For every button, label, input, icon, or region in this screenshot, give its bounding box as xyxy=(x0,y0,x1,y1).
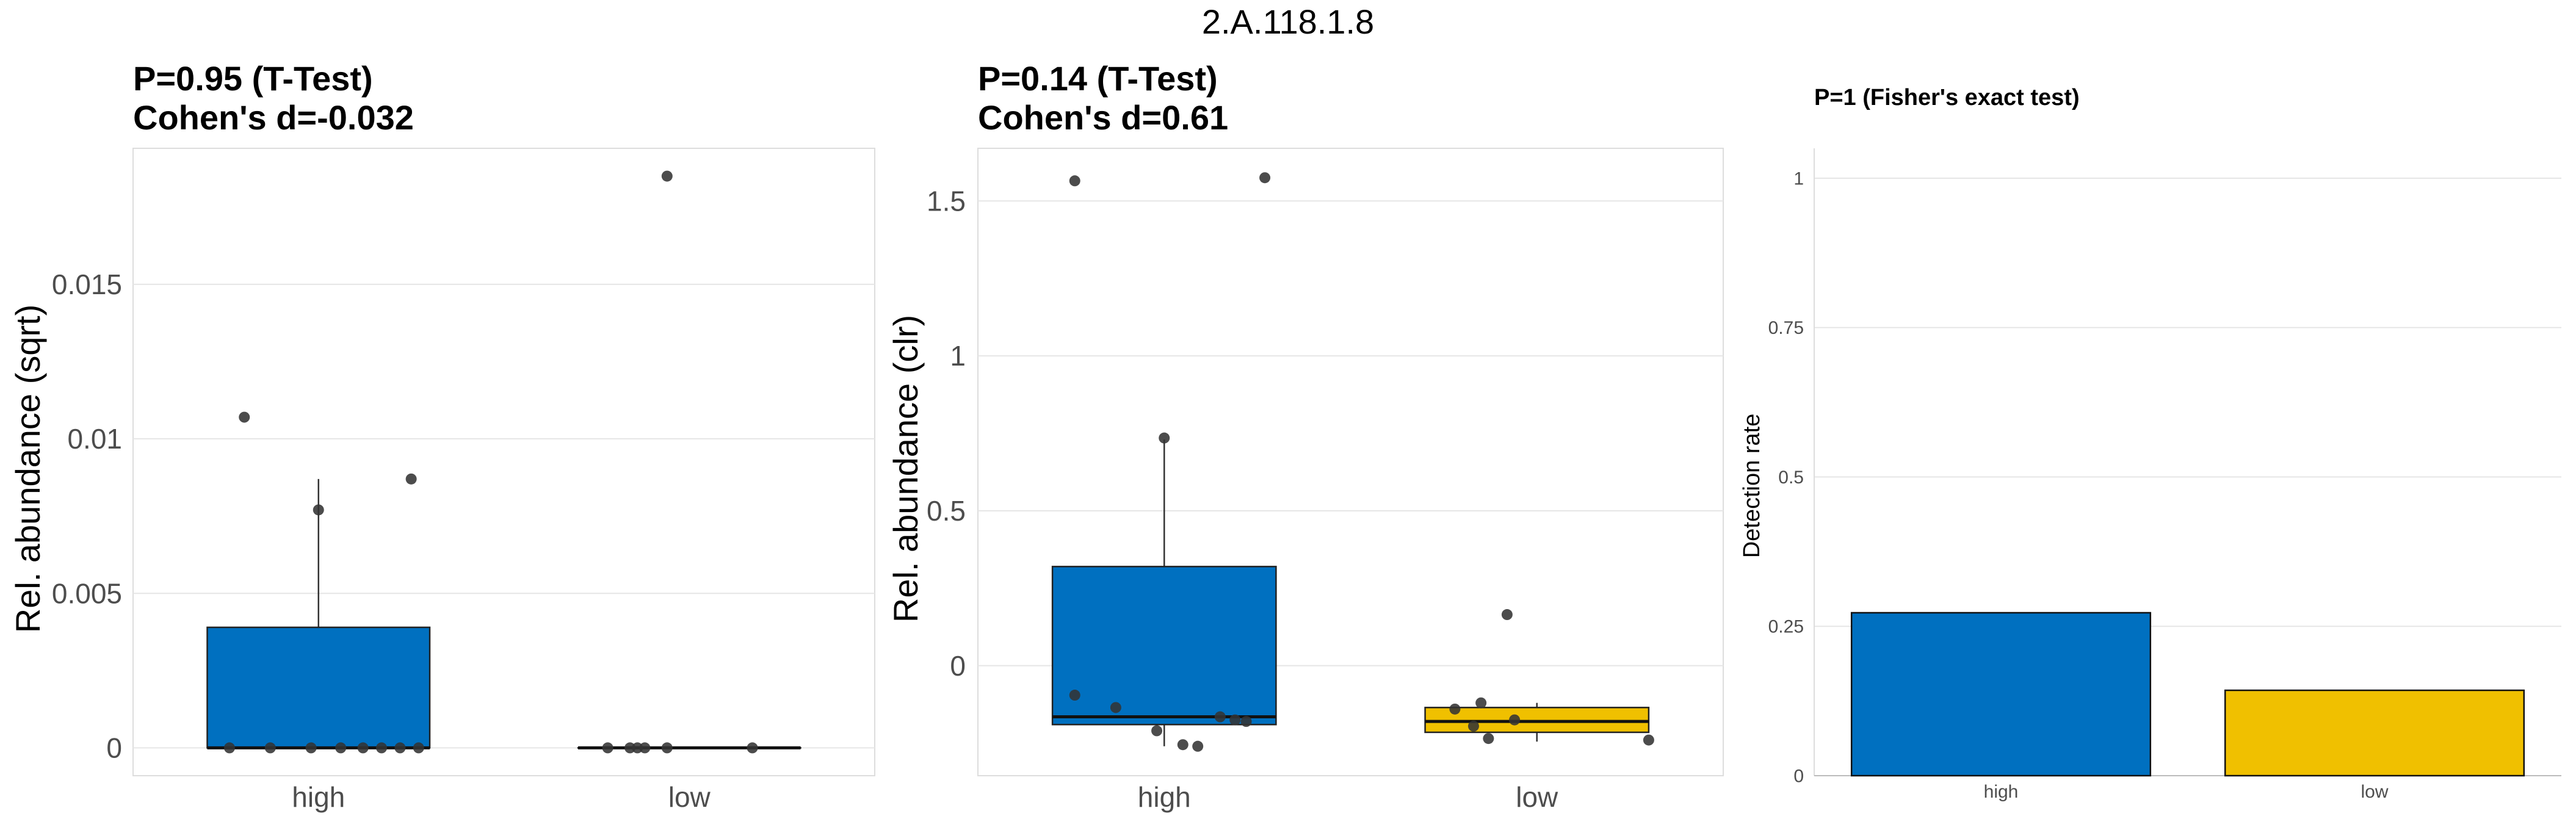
x-tick-label-high: high xyxy=(292,781,345,813)
data-point-high xyxy=(1177,739,1189,751)
panel-border xyxy=(132,148,875,776)
data-point-high xyxy=(313,504,324,516)
data-point-high xyxy=(1069,690,1080,701)
y-tick-label: 0 xyxy=(1793,767,1804,787)
x-tick-label-low: low xyxy=(1516,781,1558,813)
x-tick-label-high: high xyxy=(1984,782,2019,802)
data-point-high xyxy=(1159,432,1170,444)
y-tick-label: 1.5 xyxy=(927,185,966,217)
panel-3-y-axis-label: Detection rate xyxy=(1739,414,1765,558)
panel-1-sqrt-boxplot: P=0.95 (T-Test) Cohen's d=-0.032 Rel. ab… xyxy=(9,59,875,813)
data-point-high xyxy=(1192,740,1204,752)
data-point-high xyxy=(1069,175,1080,187)
data-point-low xyxy=(1643,734,1654,746)
panel-1-title-line1: P=0.95 (T-Test) xyxy=(133,59,373,98)
y-tick-label: 0 xyxy=(950,650,966,682)
data-point-low xyxy=(602,742,613,754)
y-tick-label: 0 xyxy=(106,732,122,764)
y-tick-label: 1 xyxy=(950,340,966,372)
panel-2-title-line2: Cohen's d=0.61 xyxy=(978,98,1228,137)
panel-3-detection-bar-chart: P=1 (Fisher's exact test) Detection rate… xyxy=(1739,85,2561,802)
y-tick-label: 0.5 xyxy=(1778,467,1804,488)
panel-1-title-line2: Cohen's d=-0.032 xyxy=(133,98,414,137)
panel-2-clr-boxplot: P=0.14 (T-Test) Cohen's d=0.61 Rel. abun… xyxy=(886,59,1724,813)
panel-2-y-axis-label: Rel. abundance (clr) xyxy=(886,315,925,622)
bar-low xyxy=(2224,689,2525,777)
data-point-high xyxy=(413,742,424,754)
x-tick-label-high: high xyxy=(1138,781,1191,813)
y-tick-label: 0.25 xyxy=(1768,617,1804,637)
y-tick-label: 0.75 xyxy=(1768,318,1804,338)
data-point-high xyxy=(1229,714,1241,726)
box-high xyxy=(1051,566,1277,726)
data-point-low xyxy=(1467,720,1479,732)
data-point-low xyxy=(1483,733,1494,745)
x-tick-label-low: low xyxy=(668,781,711,813)
panel-2-title-line1: P=0.14 (T-Test) xyxy=(978,59,1218,98)
panel-1-y-axis-label: Rel. abundance (sqrt) xyxy=(9,305,47,633)
data-point-high xyxy=(357,742,369,754)
data-point-low xyxy=(747,742,758,754)
data-point-high xyxy=(376,742,388,754)
data-point-high xyxy=(1214,711,1226,723)
panel-border xyxy=(977,148,1724,776)
data-point-high xyxy=(394,742,406,754)
y-tick-label: 0.005 xyxy=(52,577,122,609)
figure-title: 2.A.118.1.8 xyxy=(1202,2,1374,41)
y-tick-label: 1 xyxy=(1793,168,1804,189)
data-point-low xyxy=(1501,609,1513,621)
x-tick-label-low: low xyxy=(2361,782,2388,802)
data-point-high xyxy=(305,742,317,754)
box-low xyxy=(1424,707,1650,734)
data-point-low xyxy=(661,170,673,182)
data-point-low xyxy=(639,742,651,754)
data-point-high xyxy=(1151,725,1163,737)
y-tick-label: 0.015 xyxy=(52,269,122,300)
data-point-high xyxy=(335,742,347,754)
data-point-high xyxy=(1259,172,1271,184)
data-point-high xyxy=(223,742,235,754)
panel-3-title: P=1 (Fisher's exact test) xyxy=(1814,85,2080,110)
y-tick-label: 0.01 xyxy=(67,423,122,455)
data-point-high xyxy=(405,473,417,485)
box-high xyxy=(206,626,431,749)
data-point-low xyxy=(1449,703,1461,715)
y-tick-label: 0.5 xyxy=(927,495,966,527)
data-point-low xyxy=(661,742,673,754)
bar-high xyxy=(1850,612,2152,777)
data-point-high xyxy=(264,742,276,754)
data-point-low xyxy=(1509,714,1521,726)
data-point-low xyxy=(1475,697,1487,709)
data-point-high xyxy=(1110,702,1121,713)
data-point-high xyxy=(1240,716,1252,727)
data-point-high xyxy=(239,411,250,423)
